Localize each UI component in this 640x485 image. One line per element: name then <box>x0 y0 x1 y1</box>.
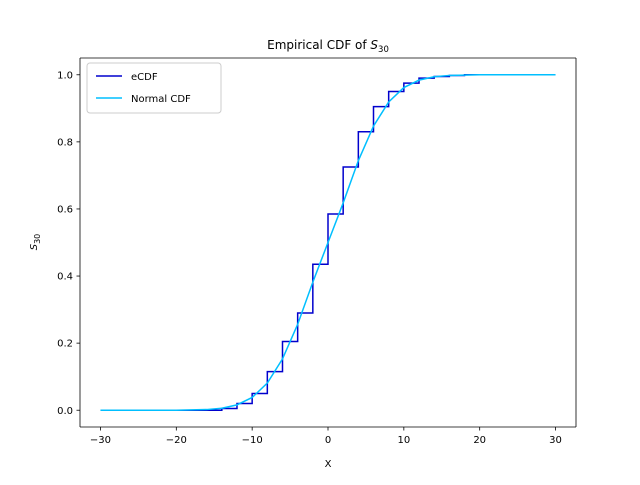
y-axis-label: S30 <box>29 234 42 251</box>
x-tick-label: 20 <box>473 435 486 446</box>
x-tick-label: −30 <box>90 435 111 446</box>
y-tick-label: 0.2 <box>57 339 73 350</box>
legend: eCDF Normal CDF <box>86 62 222 114</box>
series-line-normal-cdf <box>100 74 556 411</box>
x-tick-label: −10 <box>242 435 263 446</box>
y-tick-label: 0.6 <box>57 205 73 216</box>
chart-title: Empirical CDF of S30 <box>267 38 389 55</box>
ticks-layer: −30 −20 −10 0 10 20 30 0.0 0.2 0.4 0.6 0.8 1.0 <box>57 70 562 446</box>
y-tick-label: 0.0 <box>57 406 73 417</box>
x-tick-label: 30 <box>549 435 562 446</box>
legend-frame <box>86 62 222 114</box>
series-layer <box>100 74 556 411</box>
x-tick-label: 0 <box>325 435 331 446</box>
y-tick-label: 0.4 <box>57 272 73 283</box>
x-axis-label: X <box>325 459 332 470</box>
x-tick-label: 10 <box>397 435 410 446</box>
legend-label-normal-cdf: Normal CDF <box>131 94 191 105</box>
y-tick-label: 0.8 <box>57 137 73 148</box>
x-tick-label: −20 <box>166 435 187 446</box>
series-line-ecdf <box>100 74 556 411</box>
y-tick-label: 1.0 <box>57 70 73 81</box>
legend-label-ecdf: eCDF <box>131 72 158 83</box>
